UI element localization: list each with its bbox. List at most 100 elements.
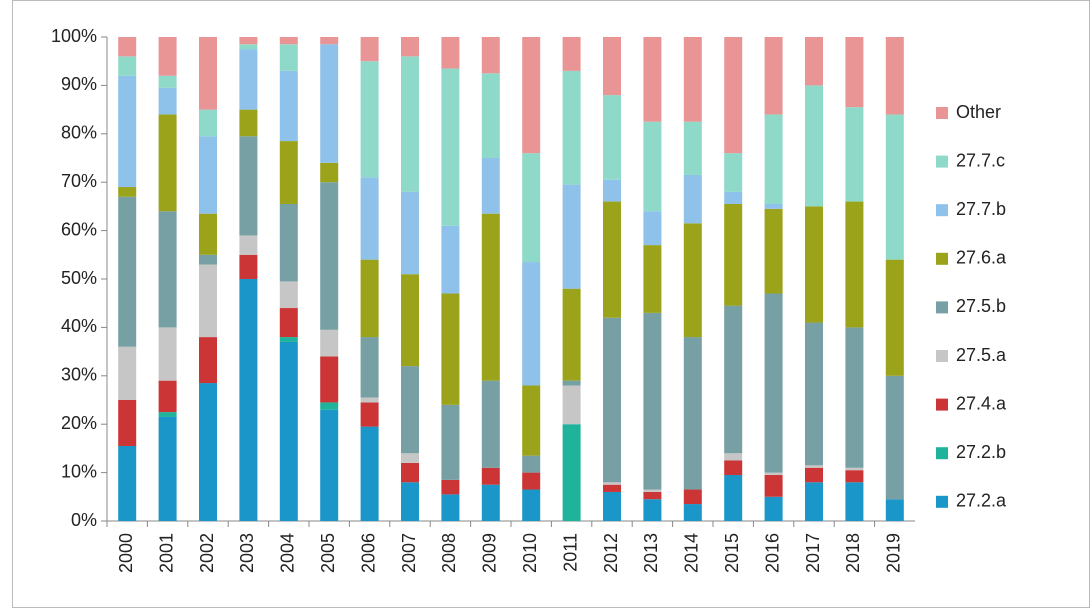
bar-segment [522, 472, 541, 490]
bar-segment [562, 37, 581, 71]
bar-segment [845, 482, 864, 521]
bar-segment [643, 245, 662, 313]
bar-segment [320, 409, 339, 521]
y-tick-label: 0% [71, 510, 97, 530]
y-tick-label: 50% [61, 268, 97, 288]
bar-segment [683, 504, 702, 521]
x-tick-label: 2012 [601, 533, 621, 573]
bar-segment [683, 223, 702, 338]
legend-label: 27.4.a [956, 393, 1007, 413]
bar-segment [360, 426, 379, 521]
bar-segment [845, 37, 864, 108]
bar-segment [764, 203, 783, 209]
bar-segment [199, 254, 217, 265]
y-tick-label: 80% [61, 123, 97, 143]
bar-segment [239, 136, 258, 236]
bar-segment [158, 87, 177, 115]
bar-segment [683, 174, 702, 224]
bar-segment [764, 475, 783, 497]
bar-segment [118, 187, 137, 197]
bar-segment [481, 380, 500, 468]
bar-segment [199, 383, 217, 521]
bar-segment [239, 109, 258, 137]
bar-segment [603, 317, 621, 483]
legend-swatch [936, 350, 948, 362]
bar-segment [805, 465, 823, 468]
bar-segment [845, 467, 864, 471]
bar-segment [199, 109, 217, 137]
y-tick-label: 100% [51, 26, 97, 46]
bar-segment [522, 262, 541, 386]
bar-segment [199, 337, 217, 384]
bar-segment [764, 37, 783, 115]
bar-segment [401, 56, 419, 192]
x-tick-label: 2003 [237, 533, 257, 573]
bar-segment [239, 235, 258, 255]
bar-segment [239, 44, 258, 50]
bar-segment [764, 293, 783, 473]
bar-segment [805, 85, 823, 207]
bar-segment [764, 472, 783, 476]
bar-segment [279, 337, 298, 342]
x-tick-label: 2015 [722, 533, 742, 573]
bar-segment [643, 499, 662, 521]
bar-segment [320, 182, 339, 330]
bar-segment [481, 158, 500, 214]
bar-segment [279, 203, 298, 282]
legend-swatch [936, 155, 948, 168]
x-tick-label: 2002 [197, 533, 217, 573]
x-tick-label: 2008 [439, 533, 459, 573]
bar-segment [401, 453, 419, 463]
bar-segment [643, 211, 662, 246]
bar-segment [885, 37, 904, 115]
bar-segment [441, 293, 460, 405]
legend-label: 27.5.b [956, 296, 1006, 316]
chart-frame [12, 0, 1090, 608]
bar-segment [441, 68, 460, 226]
legend-swatch [936, 495, 948, 508]
x-tick-label: 2019 [884, 533, 904, 573]
legend-swatch [936, 204, 948, 217]
bar-segment [360, 337, 379, 398]
bar-segment [805, 482, 823, 521]
legend-label: Other [956, 102, 1001, 122]
bar-segment [401, 482, 419, 521]
bar-segment [764, 208, 783, 294]
bar-segment [683, 37, 702, 122]
bar-segment [199, 136, 217, 214]
legend-label: 27.6.a [956, 248, 1007, 268]
bar-segment [764, 496, 783, 521]
x-tick-label: 2018 [843, 533, 863, 573]
x-tick-label: 2001 [156, 533, 176, 573]
y-tick-label: 70% [61, 171, 97, 191]
x-tick-label: 2014 [682, 533, 702, 573]
bar-segment [158, 416, 177, 521]
bar-segment [603, 491, 621, 521]
bar-segment [885, 114, 904, 260]
bar-segment [845, 470, 864, 483]
legend-swatch [936, 252, 948, 265]
bar-segment [320, 44, 339, 163]
bar-segment [360, 259, 379, 338]
x-tick-label: 2005 [318, 533, 338, 573]
bar-segment [603, 482, 621, 485]
bar-segment [441, 404, 460, 480]
bar-segment [118, 37, 137, 57]
bar-segment [562, 424, 581, 521]
bar-segment [481, 73, 500, 158]
bar-segment [522, 153, 541, 263]
bar-segment [360, 61, 379, 178]
bar-segment [158, 211, 177, 328]
bar-segment [724, 203, 743, 306]
bar-segment [885, 375, 904, 500]
bar-segment [805, 467, 823, 483]
bar-segment [683, 337, 702, 490]
legend-swatch [936, 301, 948, 314]
bar-segment [320, 356, 339, 403]
bar-segment [158, 114, 177, 212]
legend-swatch [936, 398, 948, 411]
bar-segment [805, 37, 823, 86]
y-tick-label: 60% [61, 219, 97, 239]
bar-segment [158, 37, 177, 76]
